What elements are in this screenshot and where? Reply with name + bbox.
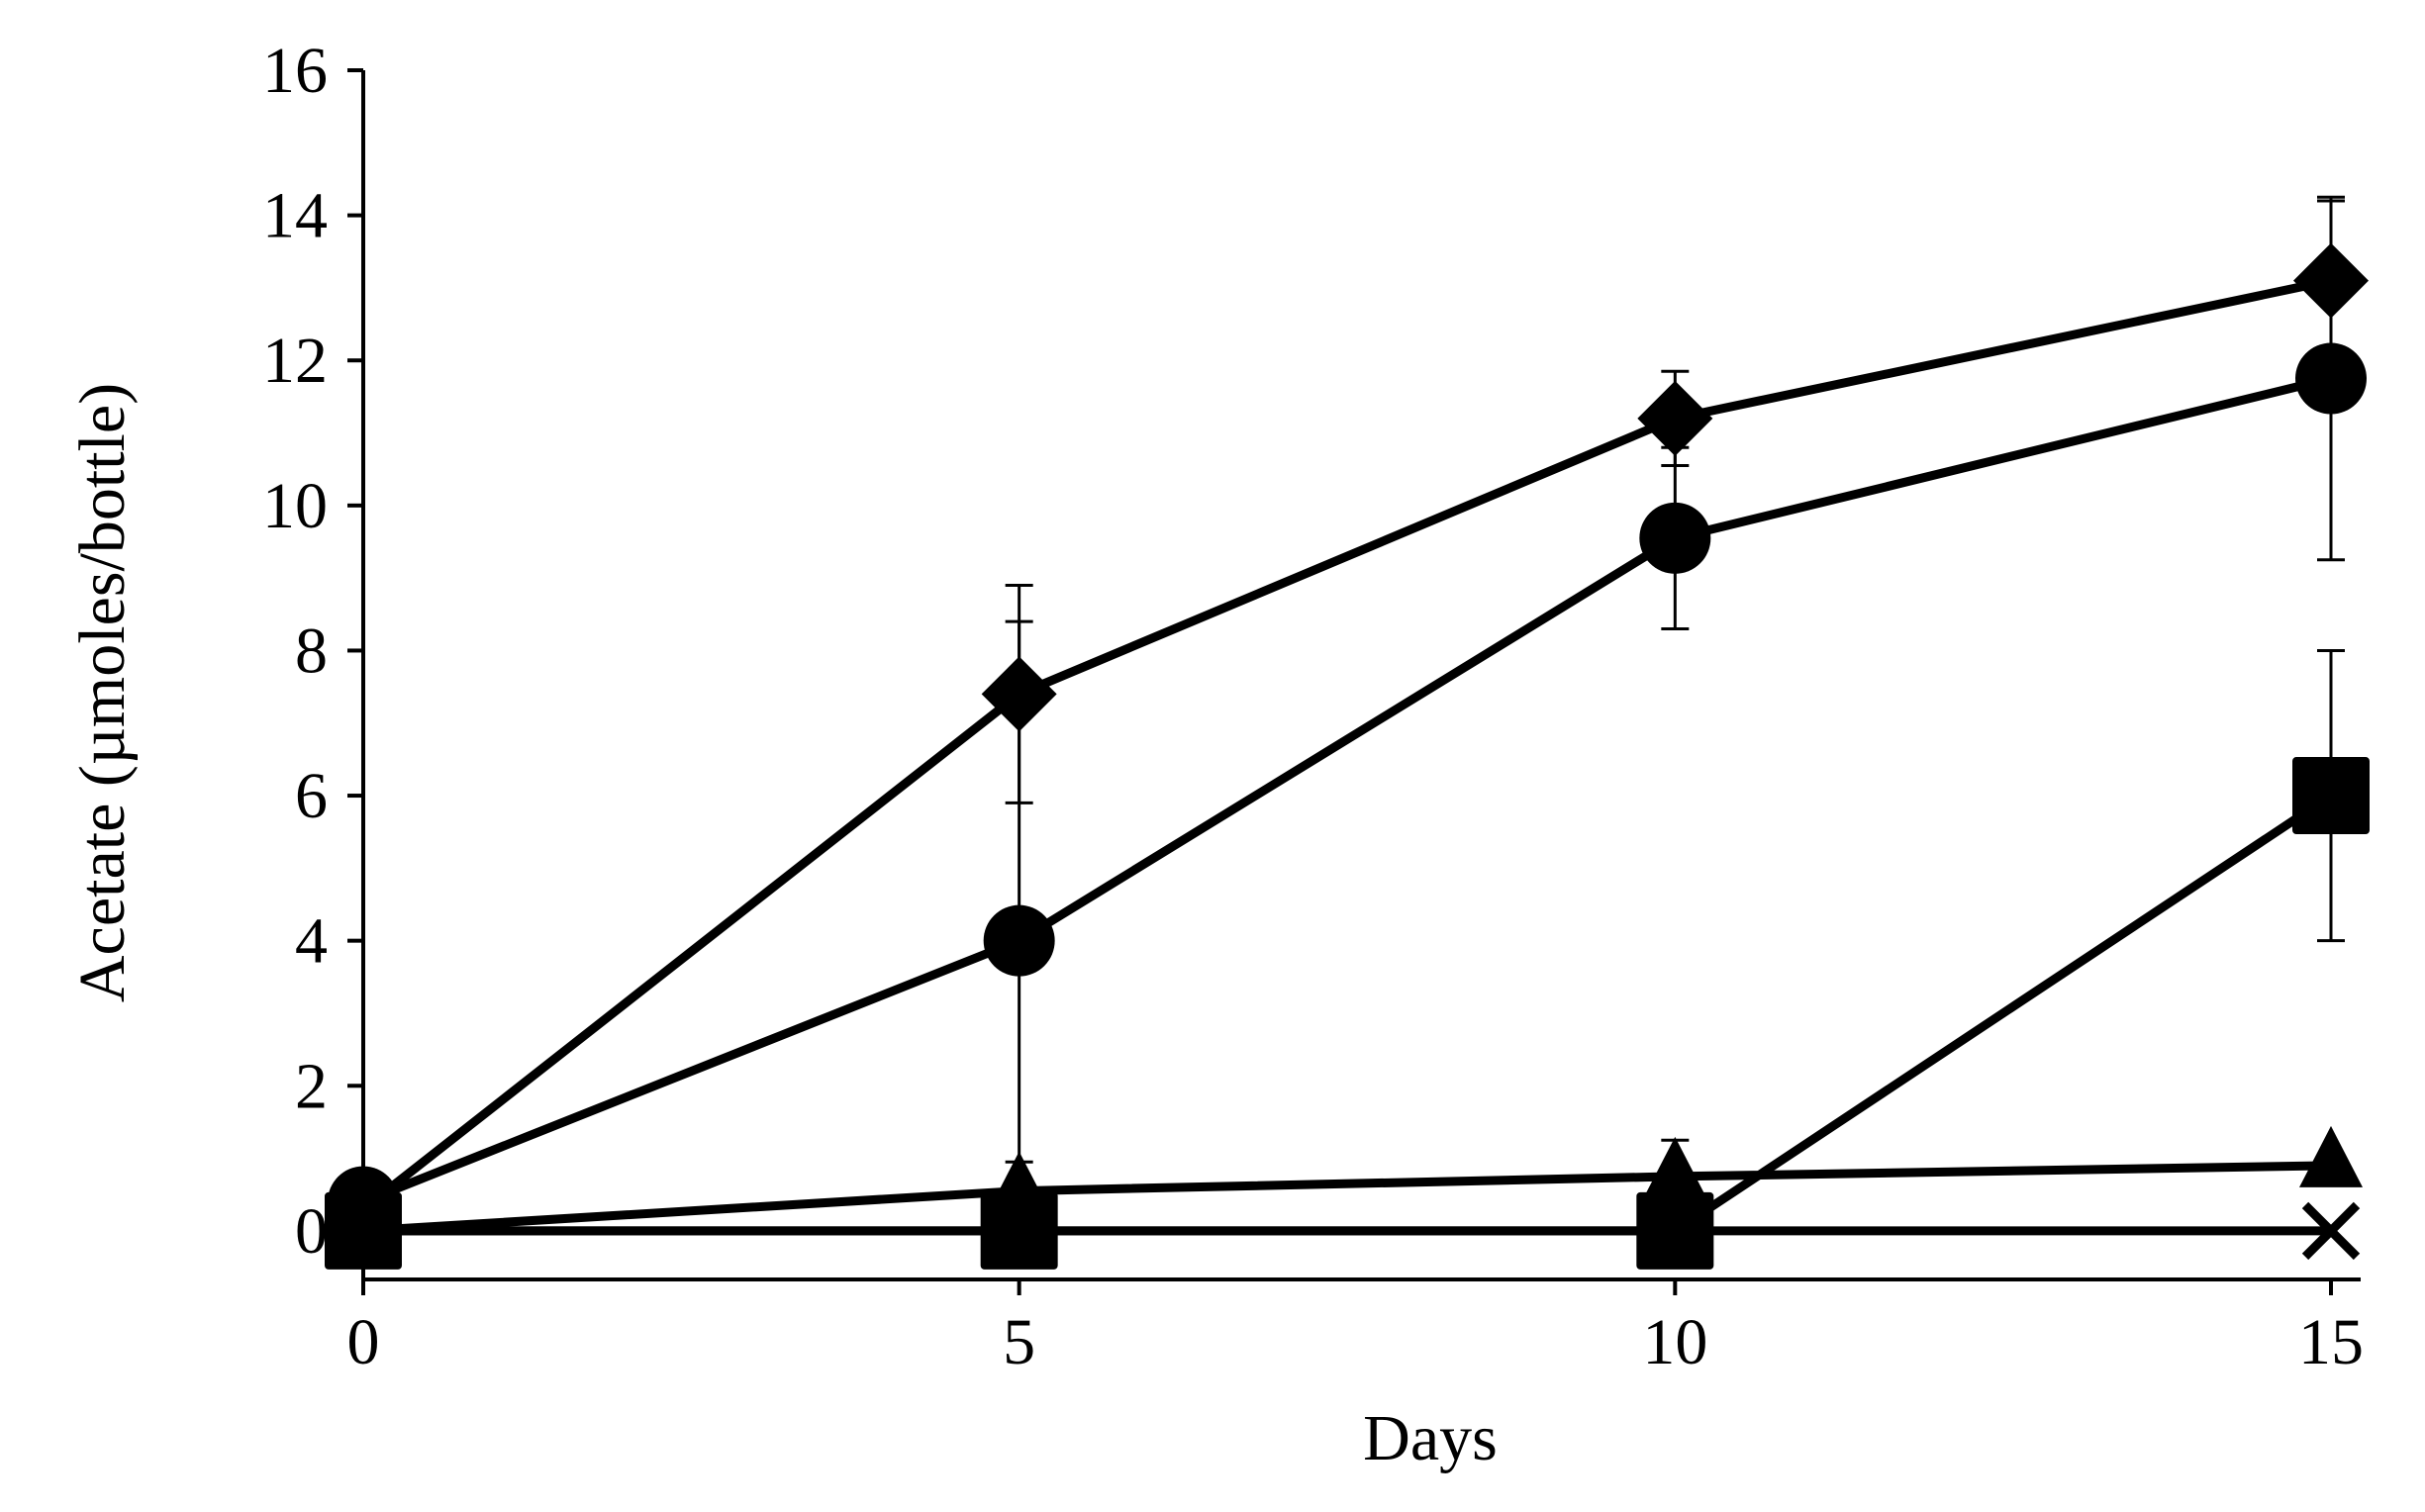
series-line [360, 276, 2332, 1213]
y-tick-label: 14 [262, 180, 328, 252]
plot-area: 0 2 4 6 8 10 12 14 16 0 5 10 15 [262, 35, 2370, 1378]
marker [981, 656, 1057, 732]
marker [1646, 1201, 1704, 1261]
marker [990, 1201, 1048, 1261]
y-tick-label: 10 [262, 470, 328, 542]
y-tick-label: 12 [262, 325, 328, 397]
marker [1637, 380, 1713, 456]
y-axis-label: Acetate (µmoles/bottle) [66, 383, 139, 1002]
marker [2292, 757, 2370, 835]
series-line [363, 792, 2334, 1236]
marker [1643, 1136, 1707, 1198]
marker [2299, 1125, 2363, 1187]
y-tick-label: 0 [295, 1195, 328, 1268]
marker [1639, 502, 1711, 574]
marker [983, 904, 1055, 977]
x-tick-label: 5 [1003, 1306, 1035, 1378]
marker [2295, 342, 2367, 415]
series-line [361, 374, 2333, 1206]
marker [334, 1201, 393, 1261]
y-tick-label: 8 [295, 614, 328, 687]
y-tick-label: 16 [262, 35, 328, 107]
y-tick-label: 2 [295, 1050, 328, 1122]
x-tick-label: 0 [347, 1306, 380, 1378]
x-axis-label: Days [1363, 1402, 1498, 1474]
marker [987, 1151, 1051, 1213]
marker [332, 1190, 395, 1253]
marker [2293, 242, 2369, 319]
series-line [362, 1161, 2332, 1236]
marker [2301, 1201, 2361, 1261]
y-tick-label: 4 [295, 905, 328, 978]
x-tick-label: 10 [1642, 1306, 1707, 1378]
x-tick-label: 15 [2298, 1306, 2364, 1378]
y-tick-label: 6 [295, 760, 328, 832]
